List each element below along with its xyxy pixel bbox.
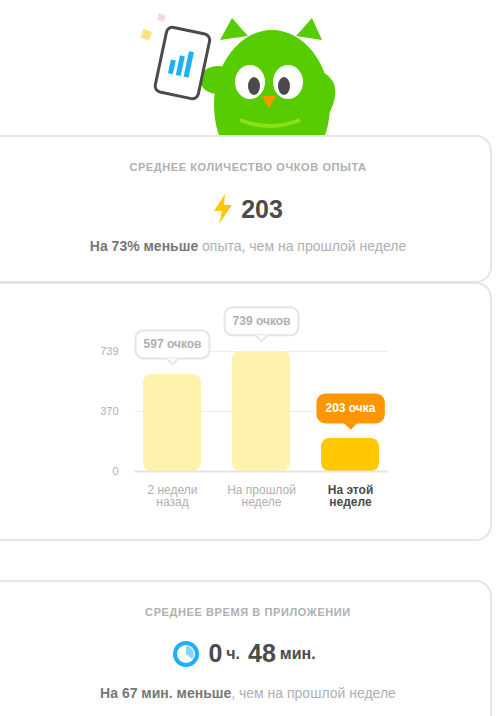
html-text:На 73% меньше опыта, чем на пр: На 73% меньше опыта, чем на прошлой неде…: [89, 238, 407, 254]
svg-text:739: 739: [100, 345, 118, 357]
html-text:0ч. 48мин.: 0ч. 48мин.: [208, 639, 316, 667]
html-text:СРЕДНЕЕ ВРЕМЯ В ПРИЛОЖЕНИИ: СРЕДНЕЕ ВРЕМЯ В ПРИЛОЖЕНИИ: [145, 606, 351, 618]
html-text:На 67 мин. меньше, чем на прош: На 67 мин. меньше, чем на прошлой неделе: [100, 685, 396, 701]
svg-text:На этойнеделе: На этойнеделе: [328, 483, 374, 509]
svg-text:597 очков: 597 очков: [144, 337, 202, 351]
svg-text:2 неделиназад: 2 неделиназад: [147, 483, 197, 509]
svg-text:370: 370: [100, 405, 118, 417]
svg-text:739 очков: 739 очков: [233, 314, 291, 328]
svg-text:На прошлойнеделе: На прошлойнеделе: [227, 483, 296, 509]
html-text:СРЕДНЕЕ КОЛИЧЕСТВО ОЧКОВ ОПЫТА: СРЕДНЕЕ КОЛИЧЕСТВО ОЧКОВ ОПЫТА: [129, 161, 367, 173]
svg-text:203 очка: 203 очка: [325, 401, 375, 415]
svg-text:0: 0: [112, 465, 118, 477]
html-text:203: 203: [241, 194, 283, 223]
